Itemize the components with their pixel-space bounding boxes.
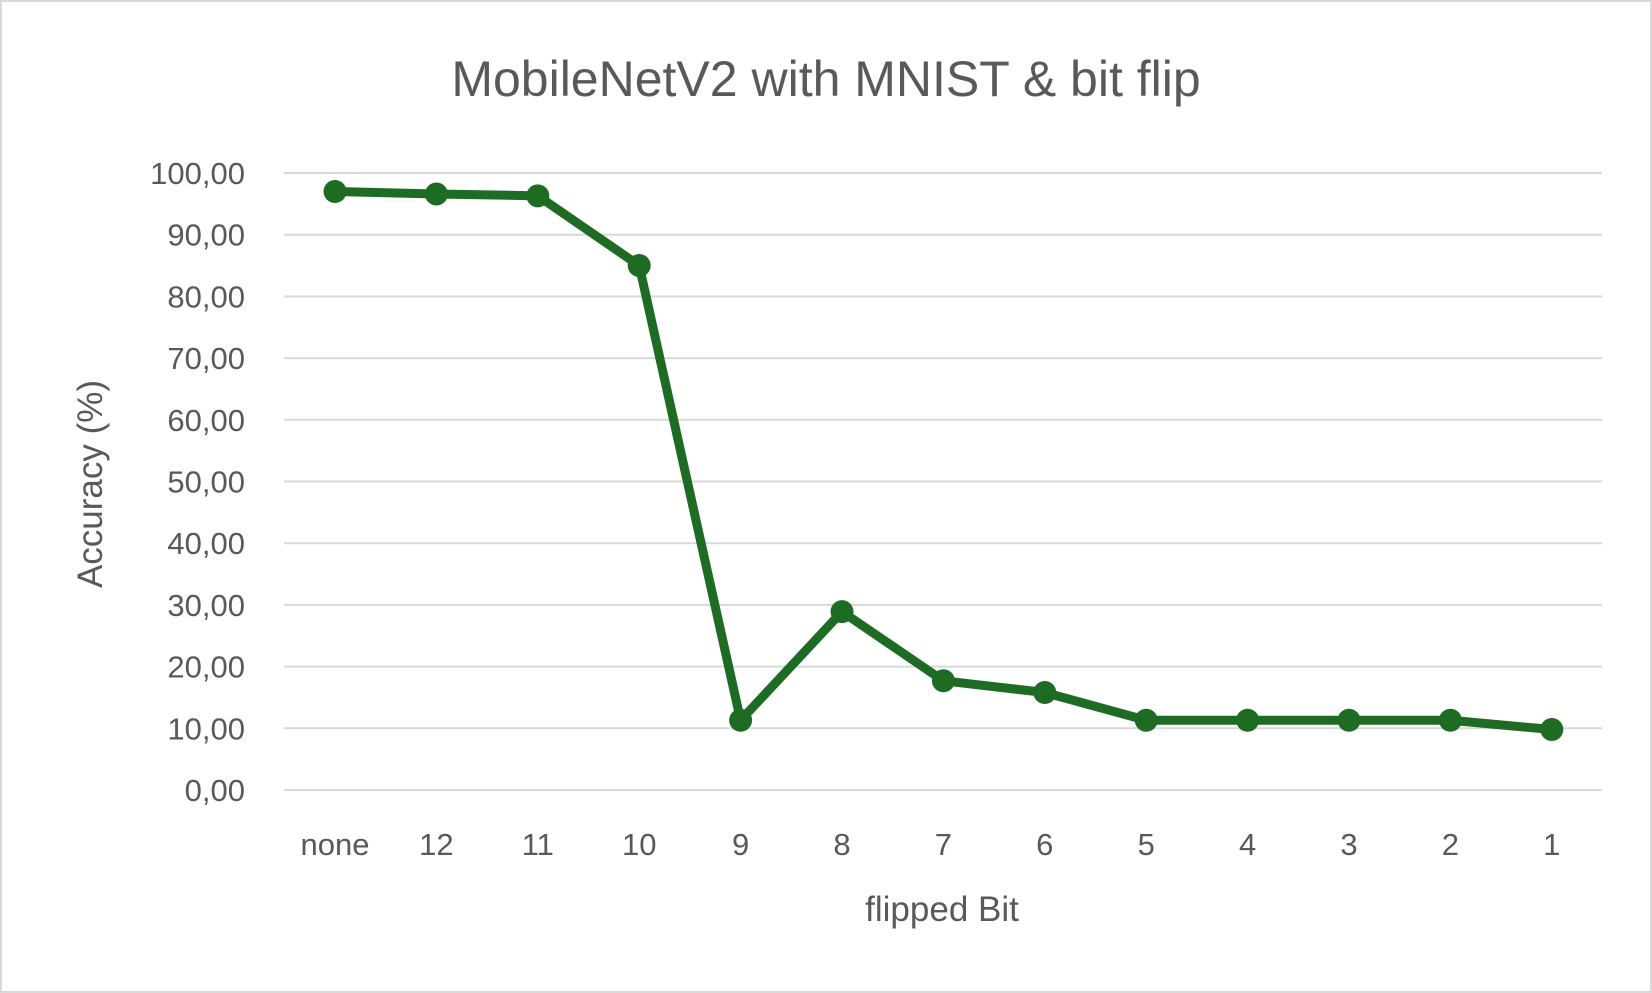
data-point: [1134, 708, 1158, 732]
chart-title: MobileNetV2 with MNIST & bit flip: [451, 51, 1200, 107]
y-tick-label: 20,00: [167, 650, 245, 685]
x-tick-label: 10: [622, 827, 656, 862]
data-point: [729, 708, 753, 732]
y-tick-label: 10,00: [167, 711, 245, 746]
x-tick-label: 4: [1239, 827, 1256, 862]
data-point: [931, 669, 955, 693]
data-point: [1033, 681, 1057, 705]
x-tick-label: 7: [935, 827, 952, 862]
data-point: [1438, 708, 1462, 732]
y-tick-label: 70,00: [167, 341, 245, 376]
y-tick-label: 40,00: [167, 526, 245, 561]
data-point: [830, 600, 854, 624]
data-point: [1540, 718, 1564, 742]
data-point: [526, 184, 550, 208]
series-line: [330, 187, 1557, 735]
y-axis-tick-labels: 0,00 10,00 20,00 30,00 40,00 50,00 60,00 70,00 8…: [150, 156, 245, 808]
x-tick-label: 6: [1036, 827, 1053, 862]
y-tick-label: 60,00: [167, 403, 245, 438]
y-axis-title: Accuracy (%): [71, 380, 110, 588]
data-point: [323, 180, 347, 204]
x-tick-label: 12: [419, 827, 453, 862]
y-tick-label: 80,00: [167, 279, 245, 314]
x-tick-label: 2: [1442, 827, 1459, 862]
y-tick-label: 0,00: [185, 773, 245, 808]
x-tick-label: 9: [732, 827, 749, 862]
x-tick-label: 8: [833, 827, 850, 862]
y-tick-label: 30,00: [167, 588, 245, 623]
y-tick-label: 90,00: [167, 218, 245, 253]
data-point: [627, 254, 651, 278]
x-axis-tick-labels: none 12 11 10 9 8 7 6 5 4 3 2 1: [301, 827, 1561, 862]
x-axis-title: flipped Bit: [865, 890, 1019, 929]
data-point: [1337, 708, 1361, 732]
y-tick-label: 100,00: [150, 156, 245, 191]
data-point: [424, 182, 448, 206]
series-accuracy: [323, 180, 1564, 742]
x-tick-label: 3: [1340, 827, 1357, 862]
x-tick-label: 11: [522, 827, 554, 862]
y-tick-label: 50,00: [167, 465, 245, 500]
x-tick-label: 1: [1543, 827, 1560, 862]
x-tick-label: 5: [1138, 827, 1155, 862]
data-point: [1236, 708, 1260, 732]
x-tick-label: none: [301, 827, 370, 862]
gridlines: [284, 172, 1602, 791]
